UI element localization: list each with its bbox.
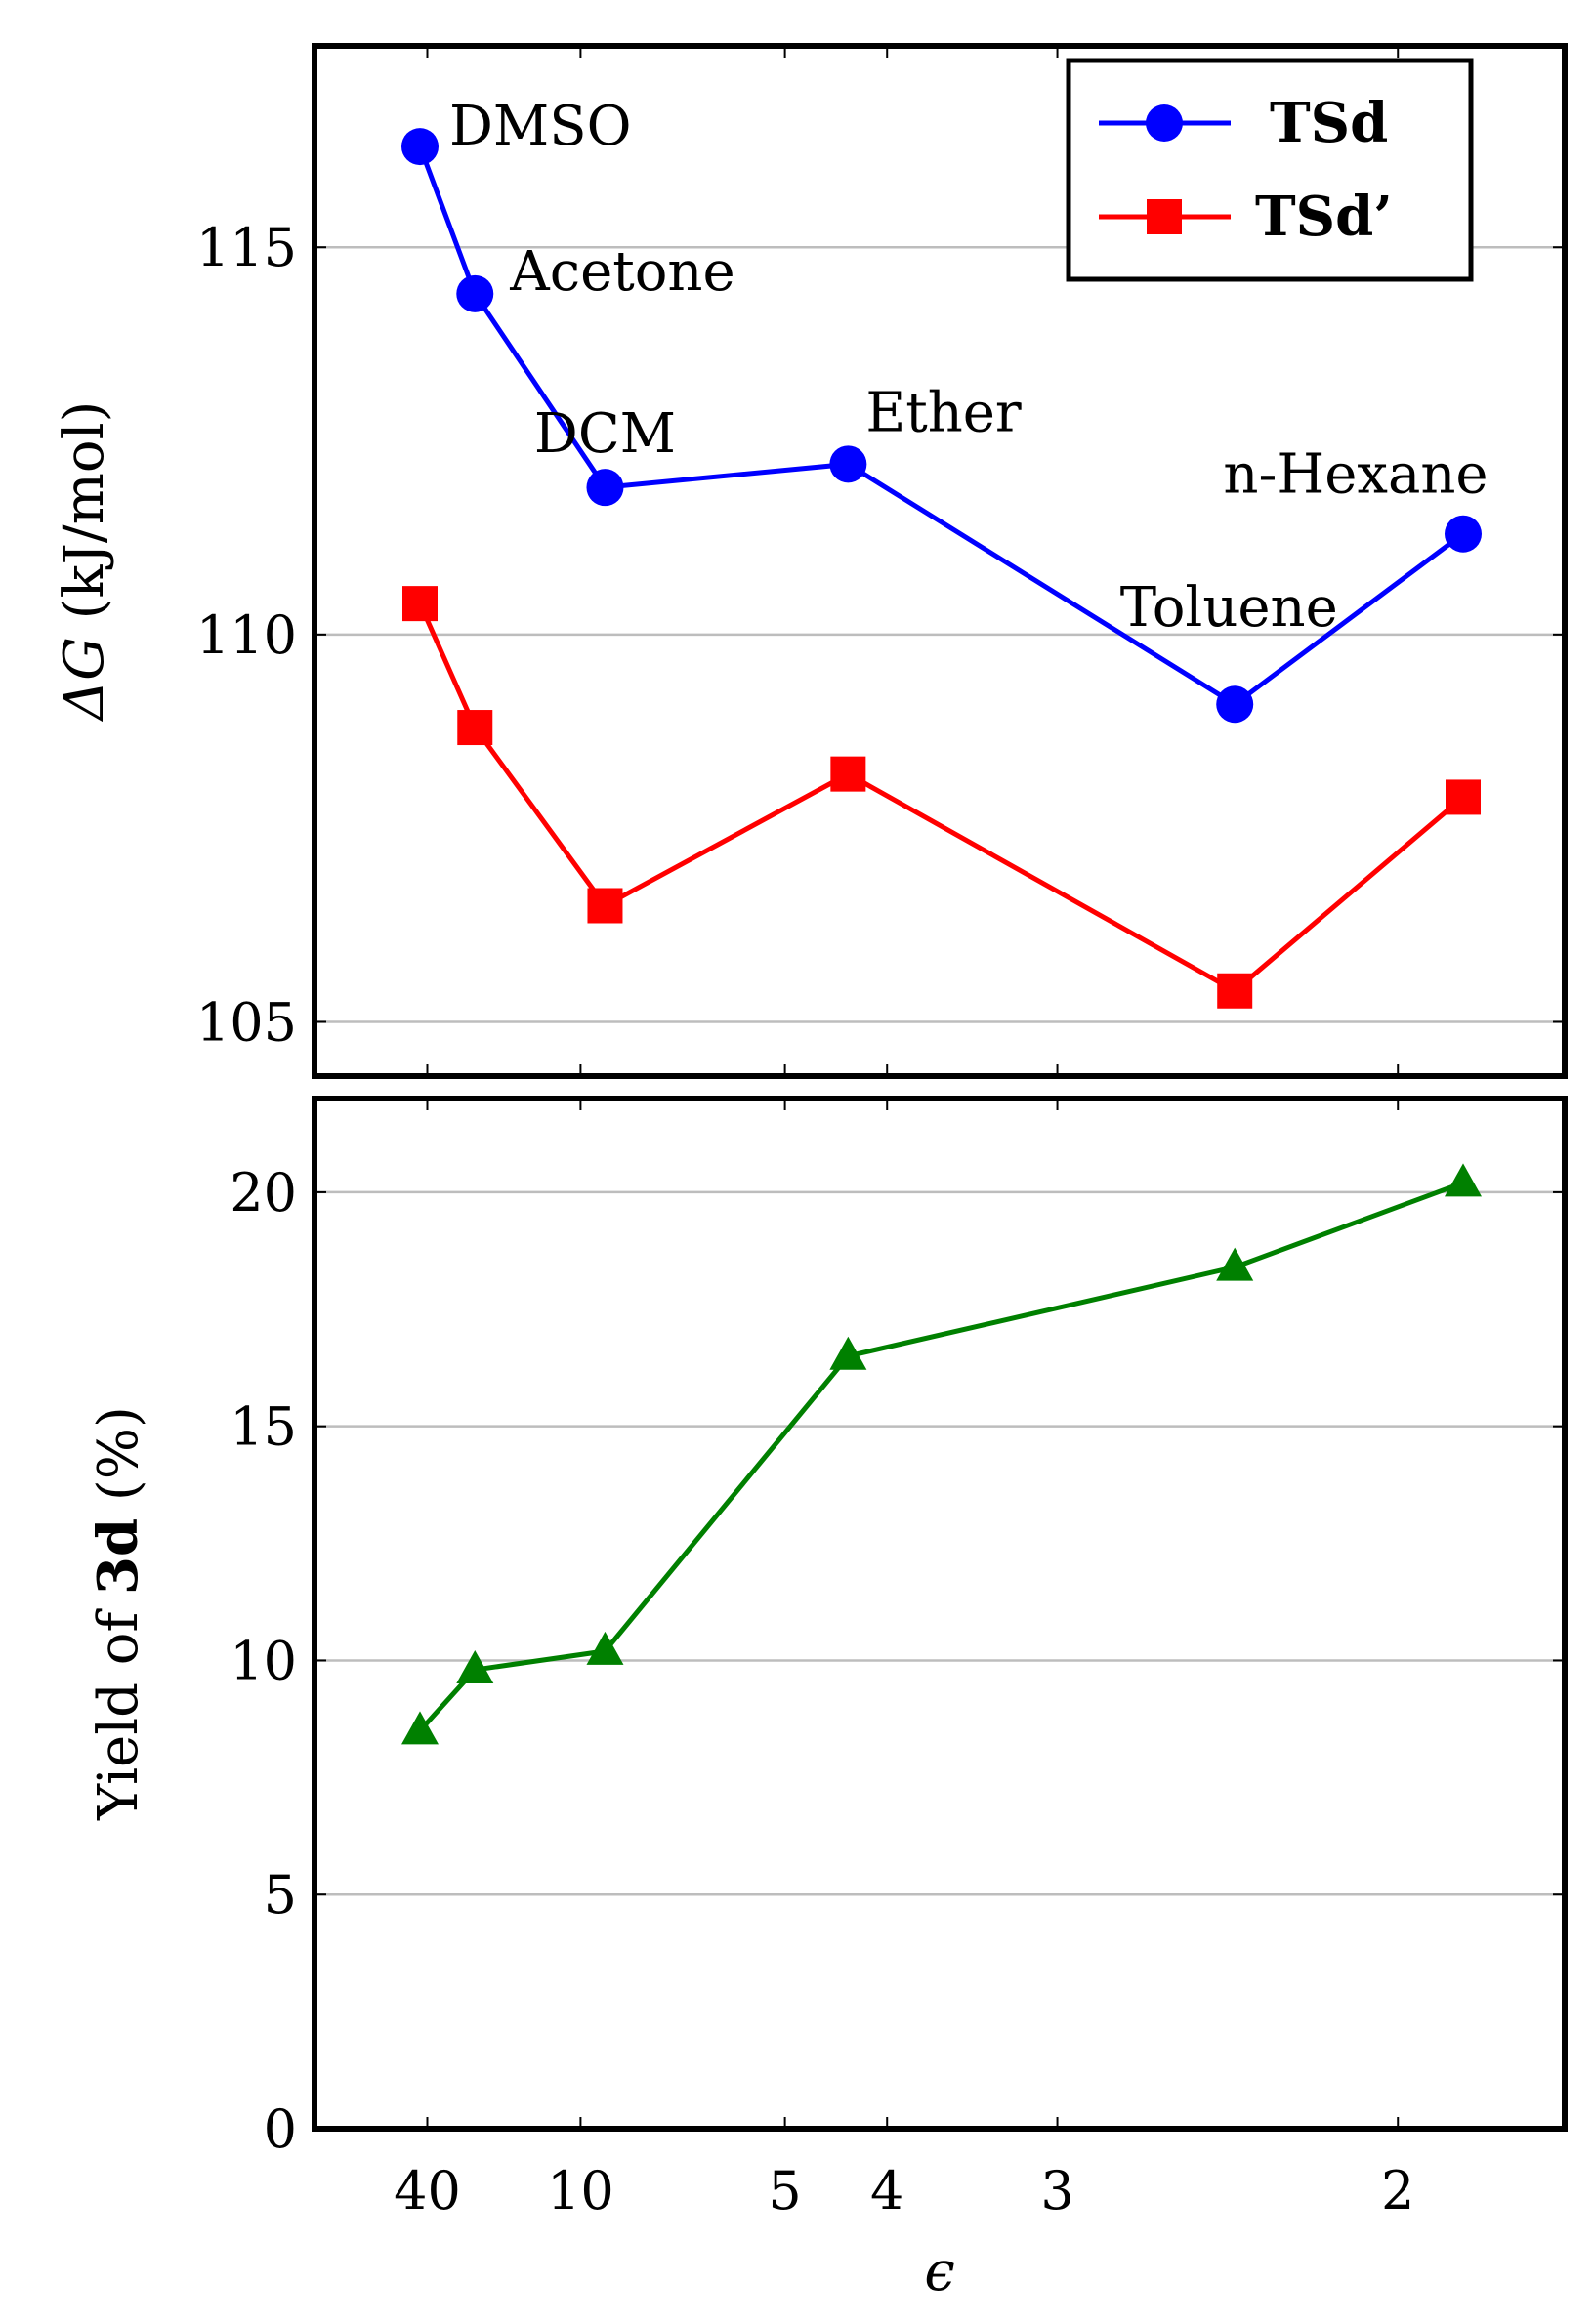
yield-point — [401, 1711, 439, 1745]
y-tick-label: 20 — [230, 1162, 297, 1224]
delta-g-unit: (kJ/mol) — [53, 401, 116, 637]
solvent-label: n-Hexane — [1223, 443, 1488, 507]
x-tick-label: 4 — [870, 2160, 903, 2221]
top-y-ticks: 105 110 115 — [196, 217, 1565, 1053]
solvent-label: DMSO — [449, 95, 632, 158]
yield-unit: (%) — [87, 1406, 150, 1518]
x-tick-label: 2 — [1381, 2160, 1414, 2221]
tsd-point — [456, 274, 494, 312]
solvent-labels: DMSO Acetone DCM Ether Toluene n-Hexane — [449, 95, 1489, 640]
solvent-label: Ether — [865, 381, 1022, 444]
top-gridlines — [315, 245, 1565, 1023]
tsd-point — [1216, 685, 1254, 724]
legend-tsd-prime-label: TSd’ — [1255, 185, 1393, 249]
yield-prefix: Yield of — [87, 1595, 150, 1821]
legend[interactable]: TSd TSd’ — [1066, 58, 1474, 282]
legend-tsd-label: TSd — [1270, 91, 1388, 155]
y-tick-label: 0 — [264, 2098, 297, 2160]
bottom-y-ticks: 0 5 10 15 20 — [230, 1162, 1565, 2160]
y-tick-label: 105 — [196, 991, 297, 1053]
tsd-point — [586, 469, 624, 507]
bottom-panel: 0 5 10 15 20 Yield of 3d (%) — [86, 1096, 1568, 2160]
y-tick-label: 110 — [196, 604, 297, 666]
yield-point — [829, 1336, 867, 1370]
top-panel: 105 110 115 DMSO Acetone DCM Ether Toluene n-He… — [53, 43, 1568, 1079]
x-tick-label: 3 — [1040, 2160, 1073, 2221]
y-tick-label: 10 — [230, 1630, 297, 1691]
series-line-triangle — [418, 1180, 1464, 1733]
x-tick-label: 10 — [547, 2160, 614, 2221]
series-line-circle — [417, 145, 1465, 708]
top-y-axis-title: ΔG (kJ/mol) — [53, 401, 116, 723]
tsd-prime-point — [1446, 779, 1481, 815]
yield-point — [1445, 1163, 1482, 1197]
solvent-label: Toluene — [1120, 576, 1338, 640]
tsd-prime-point — [402, 586, 438, 622]
tsd-point — [401, 128, 439, 166]
x-tick-labels: 40 10 5 4 3 2 — [394, 2160, 1414, 2221]
x-tick-label: 5 — [768, 2160, 801, 2221]
tsd-point — [829, 445, 867, 483]
bottom-y-axis-title: Yield of 3d (%) — [86, 1406, 150, 1821]
bottom-x-ticks — [426, 1099, 1400, 2129]
tsd-prime-point — [457, 710, 493, 746]
x-tick-label: 40 — [394, 2160, 461, 2221]
y-tick-label: 15 — [230, 1396, 297, 1458]
solvent-label: Acetone — [509, 240, 734, 304]
bottom-series — [401, 1163, 1482, 1745]
legend-tsd-prime-marker — [1147, 199, 1182, 234]
legend-tsd-marker — [1146, 104, 1183, 142]
solvent-label: DCM — [534, 402, 676, 466]
tsd-prime-point — [830, 756, 866, 792]
yield-point — [586, 1631, 624, 1665]
top-plot-frame — [312, 43, 1568, 1079]
top-series — [401, 128, 1482, 1009]
y-tick-label: 5 — [264, 1864, 297, 1926]
tsd-point — [1445, 515, 1482, 553]
bottom-plot-frame — [312, 1096, 1568, 2132]
yield-point — [1216, 1247, 1254, 1281]
tsd-prime-point — [1217, 973, 1253, 1009]
series-line-square — [417, 602, 1465, 994]
y-tick-label: 115 — [196, 217, 297, 278]
x-axis-title: ϵ — [924, 2240, 954, 2303]
yield-point — [456, 1650, 494, 1684]
legend-box — [1066, 58, 1474, 282]
yield-compound: 3d — [86, 1518, 150, 1595]
delta-g-symbol: ΔG — [53, 637, 116, 722]
tsd-prime-point — [587, 888, 623, 924]
